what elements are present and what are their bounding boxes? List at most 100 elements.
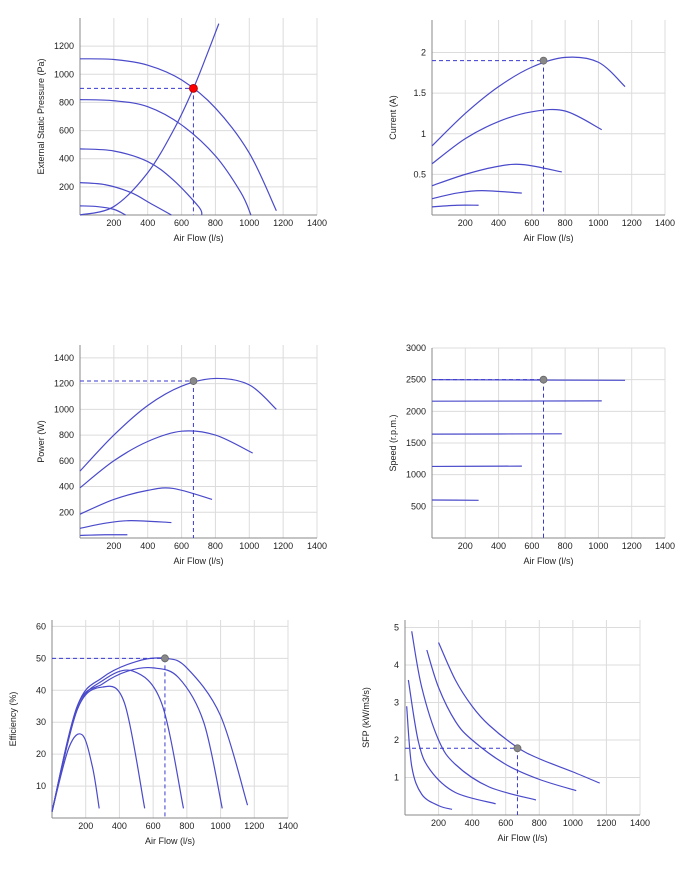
y-axis-label: Efficiency (%) bbox=[8, 692, 18, 747]
operating-point-marker[interactable] bbox=[513, 744, 522, 753]
x-tick-label: 600 bbox=[524, 218, 539, 228]
series-line-6 bbox=[79, 23, 220, 216]
y-tick-label: 1000 bbox=[406, 470, 426, 480]
chart-efficiency: 200 400 600 800 1000 1200 1400 10 20 30 40 50 60 Air … bbox=[8, 620, 298, 846]
series-line-2 bbox=[431, 108, 603, 165]
operating-point-marker[interactable] bbox=[539, 56, 548, 65]
chart-pressure: 200 400 600 800 1000 1200 1400 200 400 600 800 1000… bbox=[36, 18, 327, 243]
y-tick-label: 3 bbox=[394, 698, 399, 708]
y-tick-label: 4 bbox=[394, 660, 399, 670]
series-line-1 bbox=[79, 58, 277, 212]
x-tick-label: 600 bbox=[146, 821, 161, 831]
series-line-4 bbox=[79, 520, 172, 529]
y-tick-label: 2500 bbox=[406, 375, 426, 385]
x-tick-label: 1000 bbox=[588, 541, 608, 551]
x-axis-label: Air Flow (l/s) bbox=[174, 233, 224, 243]
x-tick-label: 1200 bbox=[622, 218, 642, 228]
series-line-5 bbox=[431, 204, 479, 208]
x-tick-label: 1200 bbox=[622, 541, 642, 551]
y-tick-label: 1000 bbox=[54, 69, 74, 79]
y-tick-label: 500 bbox=[411, 501, 426, 511]
y-tick-label: 1.5 bbox=[413, 88, 426, 98]
y-tick-label: 400 bbox=[59, 154, 74, 164]
x-tick-label: 400 bbox=[140, 541, 155, 551]
x-tick-label: 800 bbox=[208, 541, 223, 551]
x-tick-label: 1000 bbox=[211, 821, 231, 831]
x-tick-label: 400 bbox=[491, 541, 506, 551]
x-tick-label: 1000 bbox=[563, 818, 583, 828]
y-tick-label: 1000 bbox=[54, 404, 74, 414]
chart-power: 200 400 600 800 1000 1200 1400 200 400 600 800 1000… bbox=[36, 345, 327, 566]
y-tick-label: 10 bbox=[36, 781, 46, 791]
series-line-2 bbox=[79, 99, 252, 216]
series-line-3 bbox=[79, 487, 213, 515]
x-tick-label: 1400 bbox=[307, 218, 327, 228]
series-line-3 bbox=[411, 631, 537, 801]
operating-point-marker[interactable] bbox=[189, 377, 198, 385]
x-tick-label: 400 bbox=[140, 218, 155, 228]
y-tick-label: 40 bbox=[36, 685, 46, 695]
x-tick-label: 200 bbox=[431, 818, 446, 828]
x-tick-label: 600 bbox=[174, 218, 189, 228]
y-tick-label: 2 bbox=[394, 735, 399, 745]
y-axis-label: Current (A) bbox=[388, 95, 398, 140]
y-axis-label: Speed (r.p.m.) bbox=[388, 414, 398, 471]
y-axis-label: SFP (kW/m3/s) bbox=[361, 687, 371, 748]
x-tick-label: 600 bbox=[174, 541, 189, 551]
x-tick-label: 1200 bbox=[596, 818, 616, 828]
series-line-5 bbox=[406, 706, 453, 810]
series-line-4 bbox=[431, 190, 522, 200]
x-tick-label: 200 bbox=[78, 821, 93, 831]
series-line-5 bbox=[79, 534, 128, 537]
x-tick-label: 800 bbox=[532, 818, 547, 828]
x-tick-label: 600 bbox=[524, 541, 539, 551]
series-line-5 bbox=[79, 205, 126, 216]
y-tick-label: 600 bbox=[59, 126, 74, 136]
y-tick-label: 1200 bbox=[54, 379, 74, 389]
y-tick-label: 600 bbox=[59, 456, 74, 466]
series-line-1 bbox=[438, 642, 600, 784]
y-tick-label: 1200 bbox=[54, 41, 74, 51]
y-tick-label: 60 bbox=[36, 621, 46, 631]
y-tick-label: 30 bbox=[36, 717, 46, 727]
x-tick-label: 1000 bbox=[239, 218, 259, 228]
chart-sfp: 200 400 600 800 1000 1200 1400 1 2 3 4 5 Air Flow (l… bbox=[361, 620, 650, 843]
y-tick-label: 5 bbox=[394, 623, 399, 633]
x-tick-label: 400 bbox=[112, 821, 127, 831]
series-line-2 bbox=[79, 430, 253, 489]
series-line-1 bbox=[431, 56, 626, 147]
y-tick-label: 50 bbox=[36, 653, 46, 663]
y-tick-label: 1500 bbox=[406, 438, 426, 448]
y-tick-label: 200 bbox=[59, 182, 74, 192]
x-tick-label: 1200 bbox=[244, 821, 264, 831]
y-tick-label: 1400 bbox=[54, 353, 74, 363]
series-line-3 bbox=[431, 163, 562, 187]
x-tick-label: 1400 bbox=[278, 821, 298, 831]
y-axis-label: External Static Pressure (Pa) bbox=[36, 58, 46, 174]
x-axis-label: Air Flow (l/s) bbox=[524, 233, 574, 243]
x-tick-label: 400 bbox=[465, 818, 480, 828]
x-axis-label: Air Flow (l/s) bbox=[145, 836, 195, 846]
chart-current: 200 400 600 800 1000 1200 1400 0.5 1 1.5 2 Air Flow… bbox=[388, 20, 675, 243]
y-tick-label: 2 bbox=[421, 48, 426, 58]
x-axis-label: Air Flow (l/s) bbox=[174, 556, 224, 566]
x-tick-label: 800 bbox=[558, 541, 573, 551]
y-tick-label: 1 bbox=[421, 129, 426, 139]
x-tick-label: 800 bbox=[179, 821, 194, 831]
operating-point-marker[interactable] bbox=[189, 83, 198, 93]
y-tick-label: 1 bbox=[394, 773, 399, 783]
x-tick-label: 200 bbox=[458, 541, 473, 551]
chart-speed: 200 400 600 800 1000 1200 1400 500 1000 1500 2000 2… bbox=[388, 343, 675, 566]
y-tick-label: 0.5 bbox=[413, 169, 426, 179]
y-tick-label: 200 bbox=[59, 507, 74, 517]
x-tick-label: 1400 bbox=[655, 541, 675, 551]
y-tick-label: 800 bbox=[59, 97, 74, 107]
x-tick-label: 200 bbox=[106, 218, 121, 228]
operating-point-marker[interactable] bbox=[539, 375, 548, 384]
x-tick-label: 1000 bbox=[239, 541, 259, 551]
x-tick-label: 800 bbox=[208, 218, 223, 228]
operating-point-marker[interactable] bbox=[161, 654, 169, 663]
x-tick-label: 800 bbox=[558, 218, 573, 228]
y-tick-label: 2000 bbox=[406, 406, 426, 416]
